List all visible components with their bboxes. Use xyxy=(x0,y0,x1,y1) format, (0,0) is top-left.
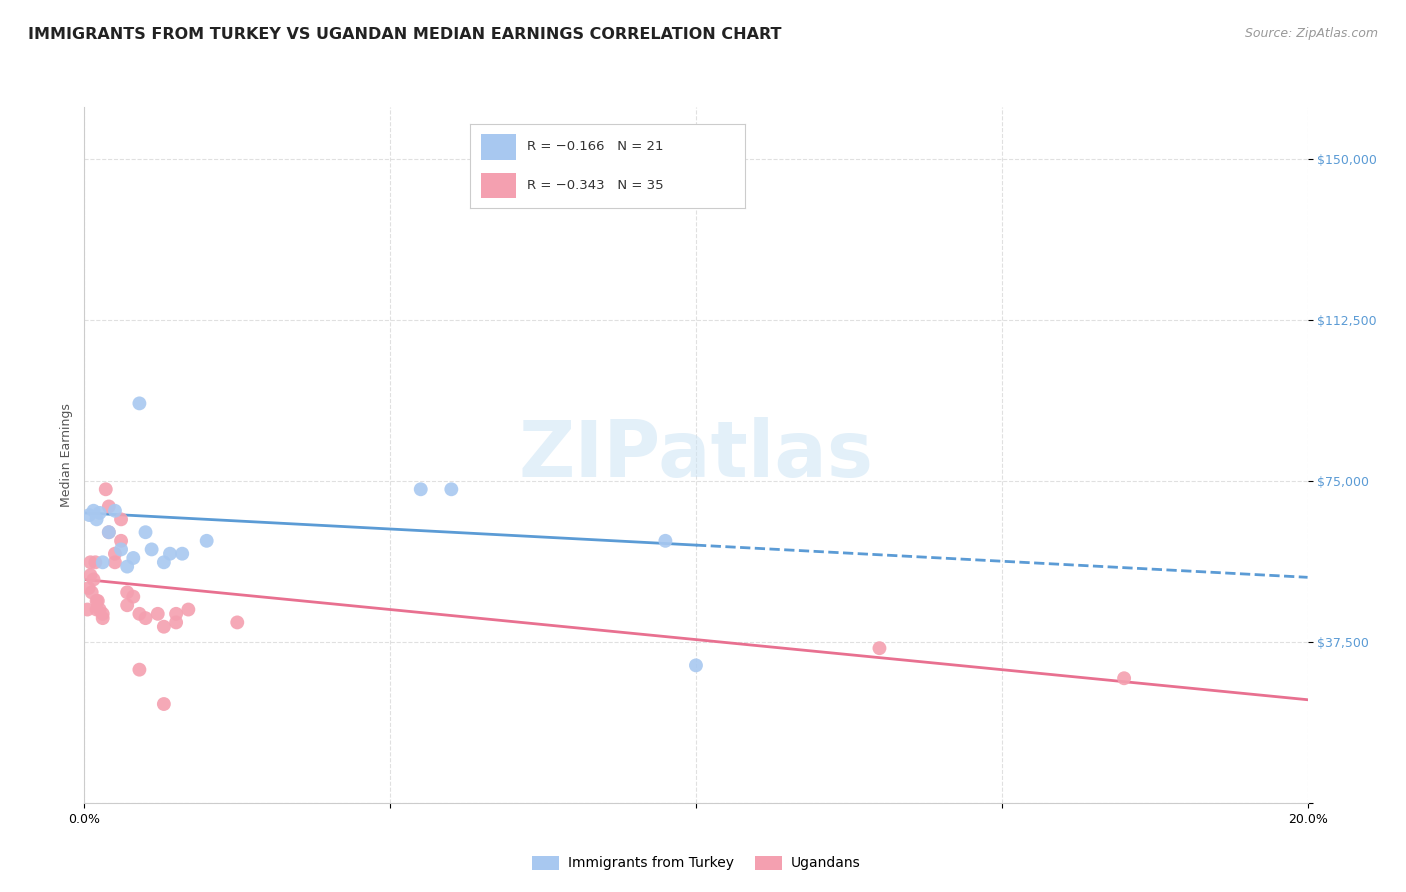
Point xyxy=(86,512,108,526)
Text: R = −0.166   N = 21: R = −0.166 N = 21 xyxy=(527,140,664,153)
Point xyxy=(128,663,150,677)
Y-axis label: Median Earnings: Median Earnings xyxy=(60,403,73,507)
Point xyxy=(97,525,120,540)
Point xyxy=(91,555,114,569)
Point xyxy=(77,581,100,595)
Bar xyxy=(481,173,516,198)
Text: ZIPatlas: ZIPatlas xyxy=(519,417,873,493)
Point xyxy=(115,599,138,613)
Point xyxy=(86,602,108,616)
Point xyxy=(115,585,138,599)
Point xyxy=(110,512,132,526)
Point xyxy=(83,573,105,587)
Text: IMMIGRANTS FROM TURKEY VS UGANDAN MEDIAN EARNINGS CORRELATION CHART: IMMIGRANTS FROM TURKEY VS UGANDAN MEDIAN… xyxy=(28,27,782,42)
Point xyxy=(153,555,176,569)
Text: Source: ZipAtlas.com: Source: ZipAtlas.com xyxy=(1244,27,1378,40)
Point xyxy=(195,533,218,548)
Point xyxy=(135,611,157,625)
Legend: Immigrants from Turkey, Ugandans: Immigrants from Turkey, Ugandans xyxy=(526,850,866,876)
Point xyxy=(77,508,100,522)
Point xyxy=(83,504,105,518)
Point xyxy=(80,585,103,599)
Point xyxy=(153,620,176,634)
Point xyxy=(165,607,187,621)
Point xyxy=(141,542,163,557)
Point xyxy=(153,697,176,711)
Point xyxy=(128,607,150,621)
Point xyxy=(79,568,101,582)
Point xyxy=(89,506,111,520)
Point xyxy=(79,555,101,569)
Point xyxy=(86,594,108,608)
Point xyxy=(440,483,463,497)
Point xyxy=(104,547,127,561)
Bar xyxy=(481,135,516,160)
Point xyxy=(172,547,194,561)
Point xyxy=(869,641,891,656)
Point xyxy=(110,533,132,548)
Point xyxy=(97,525,120,540)
Point xyxy=(135,525,157,540)
Point xyxy=(122,590,145,604)
Point xyxy=(76,602,98,616)
Point xyxy=(91,611,114,625)
Point xyxy=(87,594,110,608)
Point xyxy=(110,542,132,557)
Point xyxy=(104,555,127,569)
Point xyxy=(685,658,707,673)
Point xyxy=(94,483,117,497)
Point xyxy=(115,559,138,574)
Point xyxy=(654,533,676,548)
Point xyxy=(165,615,187,630)
Point xyxy=(146,607,169,621)
Point xyxy=(177,602,200,616)
Point xyxy=(128,396,150,410)
Point xyxy=(159,547,181,561)
Point xyxy=(84,555,107,569)
Point xyxy=(226,615,249,630)
Text: R = −0.343   N = 35: R = −0.343 N = 35 xyxy=(527,179,664,192)
Point xyxy=(91,607,114,621)
Point xyxy=(409,483,432,497)
Point xyxy=(104,504,127,518)
Point xyxy=(122,551,145,566)
Point xyxy=(1114,671,1136,685)
Point xyxy=(97,500,120,514)
Point xyxy=(89,602,111,616)
